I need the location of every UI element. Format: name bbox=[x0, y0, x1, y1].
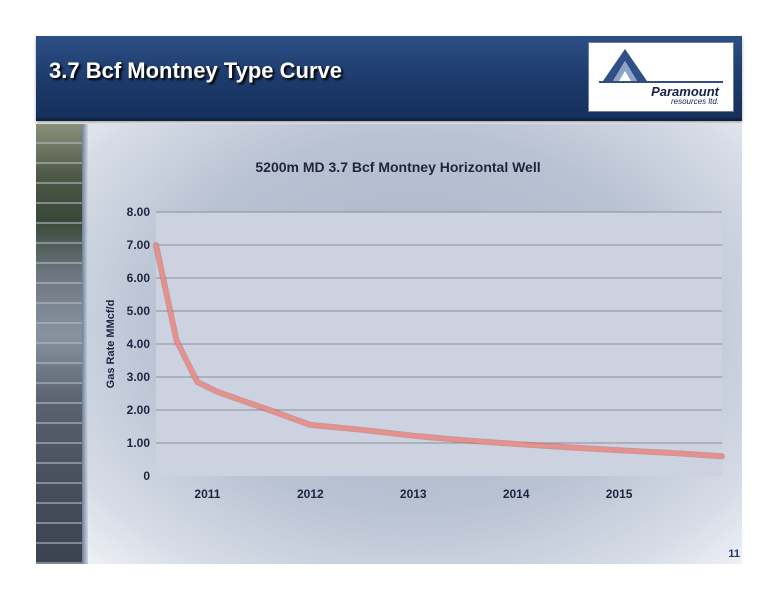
x-tick-label: 2011 bbox=[194, 487, 220, 501]
y-tick-label: 7.00 bbox=[127, 238, 151, 252]
data-point bbox=[195, 380, 199, 384]
x-tick-labels: 2011 2012 2013 2014 2015 bbox=[194, 487, 632, 501]
y-tick-label: 1.00 bbox=[127, 436, 151, 450]
y-tick-label: 0 bbox=[143, 469, 150, 483]
y-axis-label: Gas Rate MMcf/d bbox=[105, 300, 117, 389]
x-tick-label: 2014 bbox=[503, 487, 530, 501]
data-point bbox=[309, 423, 312, 427]
slide-title: 3.7 Bcf Montney Type Curve bbox=[49, 58, 342, 83]
y-tick-label: 4.00 bbox=[127, 337, 151, 351]
series-line bbox=[154, 243, 724, 458]
chart-panel: 5200m MD 3.7 Bcf Montney Horizontal Well… bbox=[88, 124, 742, 564]
y-tick-label: 5.00 bbox=[127, 304, 151, 318]
y-tick-label: 6.00 bbox=[127, 271, 151, 285]
data-point bbox=[514, 442, 518, 446]
company-logo: Paramount resources ltd. bbox=[588, 42, 734, 112]
data-point bbox=[360, 428, 364, 431]
data-point bbox=[154, 243, 158, 247]
y-tick-label: 3.00 bbox=[127, 370, 151, 384]
divider bbox=[82, 124, 88, 564]
data-point bbox=[566, 446, 569, 449]
x-tick-label: 2012 bbox=[297, 487, 324, 501]
data-point bbox=[669, 451, 672, 455]
slide-number: 11 bbox=[728, 548, 740, 560]
y-tick-label: 8.00 bbox=[127, 205, 151, 219]
data-point bbox=[412, 434, 415, 437]
data-point bbox=[175, 339, 178, 342]
title-bar: 3.7 Bcf Montney Type Curve Paramount res… bbox=[36, 36, 742, 121]
logo-mark-icon bbox=[599, 49, 723, 83]
data-point bbox=[617, 449, 621, 452]
site-photo-strip bbox=[36, 124, 82, 564]
gridlines bbox=[156, 211, 722, 444]
x-tick-label: 2013 bbox=[400, 487, 427, 501]
data-point bbox=[463, 439, 466, 442]
y-tick-labels: 0 1.00 2.00 3.00 4.00 5.00 6.00 7.00 8.00 bbox=[127, 205, 151, 483]
logo-subtitle: resources ltd. bbox=[670, 97, 719, 106]
y-tick-label: 2.00 bbox=[127, 403, 151, 417]
series-group bbox=[153, 242, 725, 460]
data-point bbox=[268, 408, 271, 412]
x-tick-label: 2015 bbox=[606, 487, 633, 501]
data-point bbox=[216, 390, 219, 394]
chart-title: 5200m MD 3.7 Bcf Montney Horizontal Well bbox=[255, 159, 540, 175]
logo-name: Paramount bbox=[651, 84, 719, 99]
gas-rate-chart: 5200m MD 3.7 Bcf Montney Horizontal Well… bbox=[105, 159, 725, 501]
data-point bbox=[720, 455, 724, 458]
